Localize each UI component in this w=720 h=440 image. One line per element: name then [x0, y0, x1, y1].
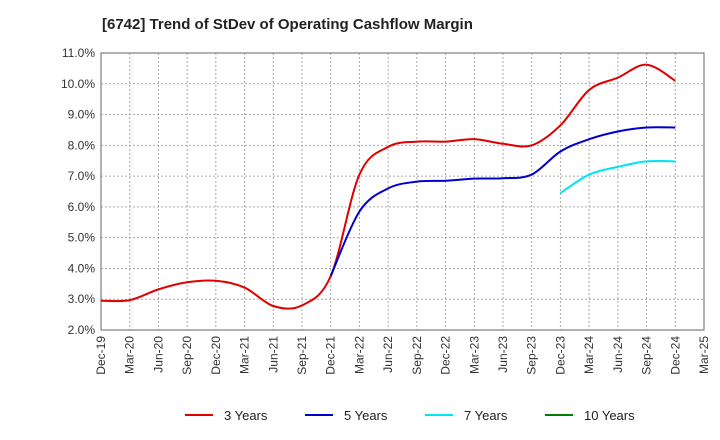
series-5-years: [329, 126, 676, 277]
series-7-years: [559, 159, 676, 194]
legend-item: 10 Years: [545, 408, 635, 423]
legend: 3 Years 5 Years 7 Years 10 Years: [185, 408, 635, 423]
series-line: [559, 159, 676, 194]
x-tick-label: Sep-20: [180, 336, 194, 375]
legend-label: 10 Years: [584, 408, 635, 423]
y-tick-label: 4.0%: [68, 261, 96, 275]
y-tick-label: 2.0%: [68, 323, 96, 337]
series-group: [100, 63, 676, 310]
x-tick-label: Mar-24: [582, 336, 596, 374]
y-tick-label: 10.0%: [61, 77, 95, 91]
legend-label: 5 Years: [344, 408, 388, 423]
x-tick-label: Sep-23: [525, 336, 539, 375]
series-line: [329, 126, 676, 277]
x-tick-label: Mar-20: [123, 336, 137, 374]
x-tick-label: Jun-21: [266, 336, 280, 373]
legend-label: 3 Years: [224, 408, 268, 423]
plot-background: [101, 53, 704, 330]
legend-label: 7 Years: [464, 408, 508, 423]
x-tick-label: Sep-22: [410, 336, 424, 375]
legend-item: 5 Years: [305, 408, 388, 423]
x-tick-label: Mar-22: [352, 336, 366, 374]
y-tick-label: 7.0%: [68, 169, 96, 183]
x-tick-label: Jun-23: [496, 336, 510, 373]
x-tick-label: Dec-20: [209, 336, 223, 375]
x-axis: Dec-19 Mar-20 Jun-20 Sep-20 Dec-20 Mar-21 Jun-…: [94, 336, 711, 375]
x-tick-label: Mar-21: [238, 336, 252, 374]
x-tick-label: Dec-21: [324, 336, 338, 375]
y-tick-label: 11.0%: [62, 46, 95, 60]
legend-item: 7 Years: [425, 408, 508, 423]
y-tick-label: 3.0%: [68, 292, 96, 306]
x-tick-label: Dec-24: [668, 336, 682, 375]
x-tick-label: Jun-22: [381, 336, 395, 373]
plot-border: [100, 52, 705, 331]
y-axis: 2.0% 3.0% 4.0% 5.0% 6.0% 7.0% 8.0% 9.0% 10.0% 11.…: [61, 46, 95, 337]
plot-area: [100, 52, 705, 331]
x-tick-label: Sep-24: [640, 336, 654, 375]
x-tick-label: Mar-25: [697, 336, 711, 374]
x-tick-label: Dec-23: [553, 336, 567, 375]
y-tick-label: 5.0%: [68, 231, 96, 245]
x-tick-label: Sep-21: [295, 336, 309, 375]
chart-title: [6742] Trend of StDev of Operating Cashf…: [102, 16, 473, 33]
x-tick-label: Mar-23: [467, 336, 481, 374]
legend-item: 3 Years: [185, 408, 268, 423]
x-tick-label: Jun-20: [151, 336, 165, 373]
x-tick-label: Dec-22: [439, 336, 453, 375]
y-tick-label: 9.0%: [68, 108, 96, 122]
y-tick-label: 8.0%: [68, 138, 96, 152]
x-tick-label: Jun-24: [611, 336, 625, 373]
x-tick-label: Dec-19: [94, 336, 108, 375]
y-tick-label: 6.0%: [68, 200, 96, 214]
series-3-years: [100, 63, 676, 310]
series-line: [100, 63, 676, 310]
